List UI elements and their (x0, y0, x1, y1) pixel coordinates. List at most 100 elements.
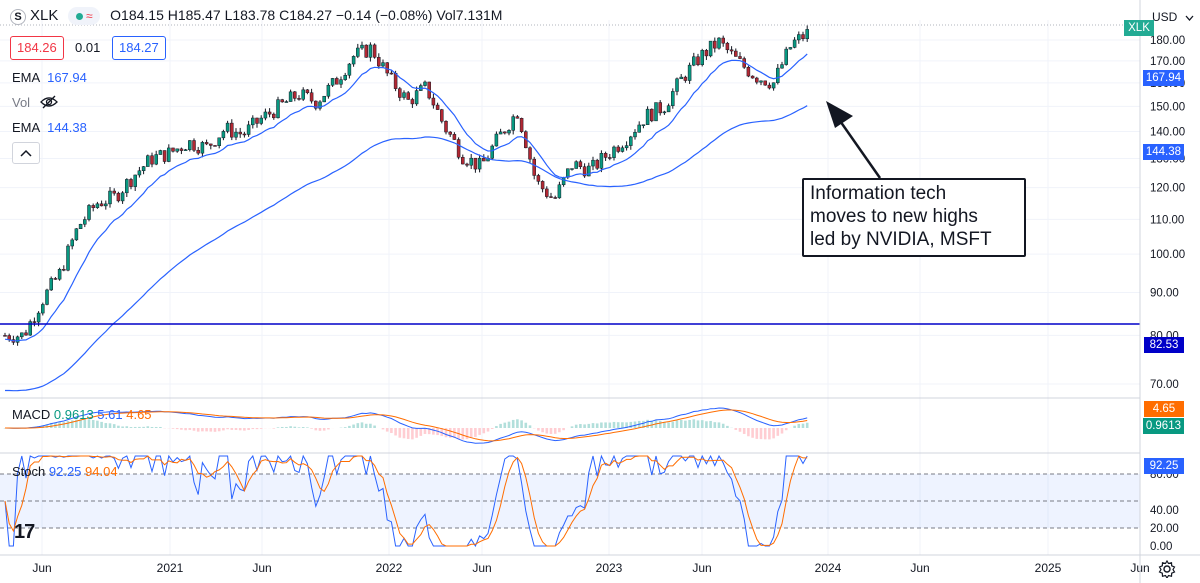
candle-body (507, 130, 511, 134)
candle-body (129, 179, 133, 187)
candle-body (452, 134, 457, 140)
macd-histogram-bar (709, 420, 712, 428)
currency-selector[interactable]: USD (1152, 10, 1194, 24)
macd-histogram-bar (343, 427, 347, 428)
macd-histogram-bar (600, 422, 603, 428)
macd-histogram-bar (448, 428, 452, 438)
sell-price-button[interactable]: 184.26 (10, 36, 64, 60)
candle-body (633, 132, 637, 138)
ema-slow-legend[interactable]: EMA 144.38 (12, 120, 87, 135)
stoch-legend[interactable]: Stoch 92.25 94.04 (12, 464, 118, 479)
candle-body (587, 165, 591, 177)
ema-fast-legend[interactable]: EMA 167.94 (12, 70, 87, 85)
candle-body (675, 78, 679, 92)
stoch-tick-label: 40.00 (1150, 505, 1179, 517)
candle-body (209, 143, 213, 146)
candle-body (679, 76, 683, 80)
annotation-arrow (826, 101, 882, 179)
macd-histogram-bar (629, 421, 633, 428)
macd-histogram-bar (310, 428, 313, 429)
candle-body (120, 192, 125, 202)
ema-fast-line (4, 53, 808, 342)
candle-body (759, 80, 763, 83)
macd-legend[interactable]: MACD 0.9613 5.61 4.65 (12, 407, 152, 422)
volume-legend[interactable]: Vol (12, 95, 58, 110)
ema-fast-label: EMA (12, 70, 40, 85)
macd-histogram-bar (755, 428, 759, 439)
candle-body (192, 140, 196, 151)
macd-histogram-bar (87, 419, 91, 428)
candle-body (87, 205, 91, 220)
candle-body (372, 44, 377, 58)
macd-histogram-bar (553, 428, 557, 434)
macd-signal-line (5, 409, 808, 442)
candle-body (78, 223, 83, 229)
stoch-d-value: 94.04 (85, 464, 118, 479)
candle-body (364, 44, 368, 58)
candle-body (7, 335, 11, 340)
y-tick-label: 90.00 (1150, 287, 1179, 299)
candle-body (393, 72, 398, 89)
ohlc-change: −0.14 (−0.08%) (335, 7, 433, 23)
macd-histogram-bar (180, 428, 183, 430)
macd-line-value: 5.61 (97, 407, 123, 422)
macd-histogram-bar (780, 428, 784, 434)
tradingview-logo[interactable]: 17 (14, 521, 35, 544)
candle-body (721, 37, 725, 44)
candle-body (566, 168, 570, 178)
macd-histogram-bar (70, 420, 74, 428)
candle-body (574, 161, 578, 169)
candle-body (242, 133, 247, 136)
y-tick-label: 150.00 (1150, 101, 1185, 113)
y-tick-label: 70.00 (1150, 379, 1179, 391)
macd-histogram-bar (272, 428, 276, 429)
candle-body (662, 111, 667, 114)
candle-body (545, 188, 549, 197)
macd-histogram-bar (385, 428, 389, 432)
candle-body (490, 145, 494, 159)
macd-histogram-bar (41, 425, 45, 428)
symbol-name[interactable]: XLK (30, 7, 59, 24)
macd-histogram-bar (75, 419, 78, 428)
candle-body (276, 99, 280, 119)
macd-histogram-bar (570, 426, 574, 428)
candle-body (112, 190, 116, 194)
macd-histogram-bar (411, 428, 414, 440)
candle-body (41, 304, 45, 314)
ohlc-close: C184.27 (279, 7, 333, 23)
candle-body (654, 102, 658, 122)
candle-body (629, 136, 633, 146)
y-tick-label: 180.00 (1150, 35, 1185, 47)
macd-histogram-bar (356, 423, 360, 428)
eye-off-icon[interactable] (39, 95, 58, 109)
candle-body (213, 145, 217, 147)
macd-signal-value: 4.65 (126, 407, 152, 422)
macd-histogram-bar (348, 425, 351, 428)
macd-histogram-bar (226, 428, 229, 430)
candle-body (717, 37, 721, 49)
candle-body (612, 146, 616, 158)
candle-body (771, 82, 776, 89)
macd-histogram-bar (259, 428, 263, 429)
settings-button[interactable] (1158, 559, 1180, 580)
candle-body (183, 149, 188, 151)
candle-body (448, 131, 452, 135)
candle-body (549, 196, 553, 198)
market-status-button[interactable]: ≈ (68, 7, 101, 25)
buy-price-button[interactable]: 184.27 (112, 36, 166, 60)
wave-icon: ≈ (85, 9, 93, 23)
macd-histogram-bar (717, 422, 721, 428)
candle-body (377, 57, 381, 67)
macd-histogram-bar (188, 428, 192, 430)
macd-histogram-bar (276, 427, 280, 428)
candle-body (45, 289, 49, 305)
candle-body (20, 332, 24, 338)
candle-body (104, 203, 108, 207)
candle-body (498, 131, 503, 135)
candle-body (700, 50, 704, 66)
collapse-legend-button[interactable] (12, 142, 40, 164)
candle-body (608, 157, 612, 159)
x-tick-label: Jun (252, 561, 271, 575)
annotation-textbox[interactable]: Information tech moves to new highs led … (802, 178, 1026, 257)
